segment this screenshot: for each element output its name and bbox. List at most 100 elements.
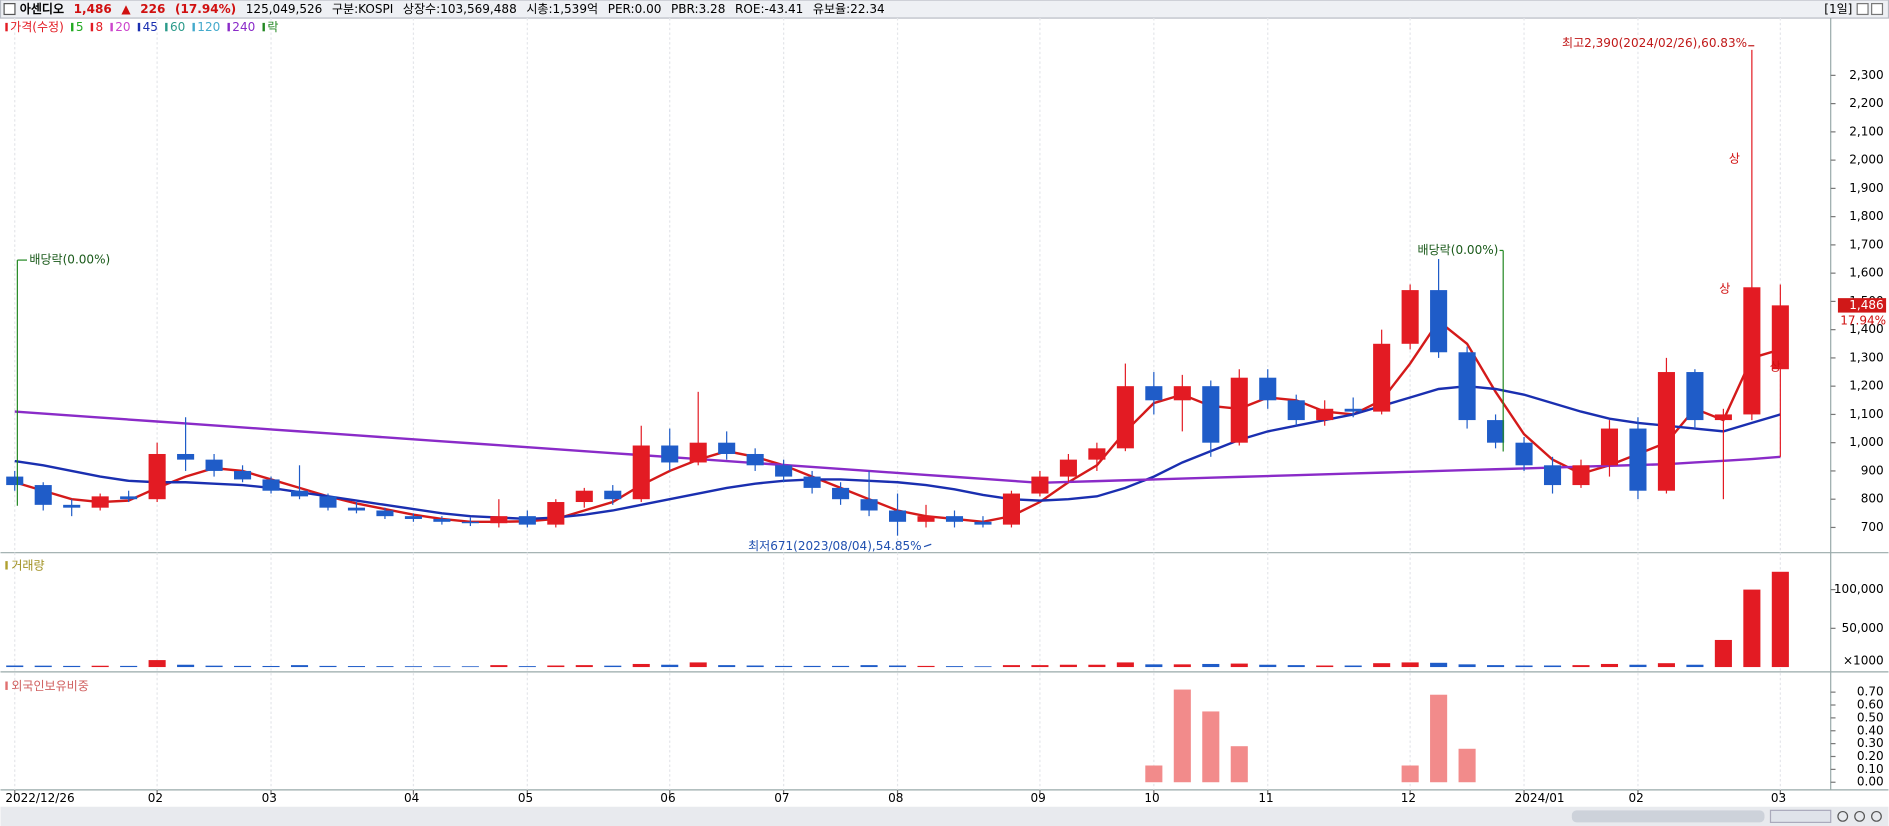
legend-swatch bbox=[90, 22, 94, 32]
header-text: PBR:3.28 bbox=[671, 2, 725, 16]
bar bbox=[1031, 665, 1049, 668]
scroll-thumb[interactable] bbox=[1571, 810, 1765, 823]
zoom-in[interactable] bbox=[1871, 810, 1882, 822]
bar bbox=[575, 665, 593, 668]
period-label: [1일] bbox=[1824, 2, 1852, 16]
candle-body bbox=[63, 504, 81, 508]
bar bbox=[775, 665, 793, 668]
window-button[interactable] bbox=[1856, 3, 1869, 16]
candle-body bbox=[1002, 493, 1020, 525]
bar bbox=[860, 665, 878, 668]
candle-body bbox=[1430, 290, 1448, 353]
header-text: (17.94%) bbox=[175, 2, 236, 16]
y-tick-label: 800 bbox=[1861, 492, 1884, 506]
candle-body bbox=[177, 453, 195, 460]
legend-swatch bbox=[262, 22, 265, 32]
candle-body bbox=[1373, 343, 1391, 412]
y-tick-label: 1,800 bbox=[1849, 209, 1883, 223]
bar bbox=[1743, 589, 1761, 668]
bar bbox=[1401, 765, 1419, 783]
close-button[interactable] bbox=[1871, 3, 1884, 16]
bar bbox=[205, 665, 223, 668]
bar bbox=[91, 665, 109, 668]
y-tick-label: 0.20 bbox=[1857, 749, 1884, 763]
y-tick-label: 2,300 bbox=[1849, 68, 1883, 82]
bar bbox=[404, 666, 422, 668]
candle-body bbox=[1287, 400, 1305, 421]
x-tick-label: 2022/12/26 bbox=[5, 791, 74, 805]
header-text: 125,049,526 bbox=[246, 2, 323, 16]
candle-body bbox=[689, 442, 707, 463]
candle-body bbox=[974, 521, 992, 525]
zoom-reset[interactable] bbox=[1854, 810, 1866, 822]
annotation-high: 최고2,390(2024/02/26),60.83% bbox=[1562, 36, 1747, 50]
header-text: 시총:1,539억 bbox=[526, 2, 598, 16]
scrollbar[interactable] bbox=[0, 806, 1889, 826]
bar bbox=[888, 665, 907, 668]
y-tick-label: 900 bbox=[1861, 463, 1884, 477]
candle-body bbox=[1401, 290, 1419, 344]
candle-body bbox=[1031, 476, 1049, 494]
candle-body bbox=[1743, 287, 1761, 415]
y-tick-label: 100,000 bbox=[1834, 582, 1884, 596]
zoom-out[interactable] bbox=[1837, 810, 1849, 822]
candle-body bbox=[888, 510, 907, 522]
candle-body bbox=[290, 490, 309, 497]
bar bbox=[974, 666, 992, 668]
candle-body bbox=[262, 479, 280, 491]
bar bbox=[518, 666, 536, 668]
bar bbox=[1629, 664, 1647, 668]
bar bbox=[177, 664, 195, 668]
candle-body bbox=[1629, 428, 1647, 491]
bar bbox=[746, 665, 764, 668]
legend-label: 20 bbox=[115, 20, 130, 34]
y-tick-label: 0.50 bbox=[1857, 710, 1884, 724]
candle-body bbox=[1230, 377, 1248, 443]
bar bbox=[6, 665, 24, 668]
bar bbox=[1145, 765, 1163, 783]
legend-label: 120 bbox=[197, 20, 220, 34]
candle-body bbox=[1202, 386, 1220, 443]
header-text: 유보율:22.34 bbox=[813, 2, 885, 16]
bar bbox=[1287, 665, 1305, 668]
candle-body bbox=[1316, 408, 1334, 421]
candle-body bbox=[347, 507, 366, 511]
y-tick-label: 1,600 bbox=[1849, 266, 1883, 280]
bar bbox=[347, 666, 366, 668]
candle-body bbox=[148, 453, 166, 500]
y-tick-label: 1,300 bbox=[1849, 350, 1883, 364]
x-tick-label: 06 bbox=[660, 791, 675, 805]
last-price-label: 1,486 bbox=[1849, 298, 1883, 312]
candle-body bbox=[803, 476, 821, 488]
candle-body bbox=[1515, 442, 1533, 466]
panel-swatch bbox=[5, 561, 8, 570]
y-tick-label: 0.10 bbox=[1857, 762, 1884, 776]
bar bbox=[1430, 694, 1448, 783]
candle-body bbox=[234, 470, 252, 480]
legend-swatch bbox=[192, 22, 195, 32]
header-text: 구분:KOSPI bbox=[332, 2, 393, 16]
y-tick-label: 1,200 bbox=[1849, 379, 1883, 393]
y-tick-label: 50,000 bbox=[1842, 621, 1884, 635]
x-tick-label: 11 bbox=[1258, 791, 1273, 805]
checkbox[interactable] bbox=[3, 3, 16, 16]
panel-title: 외국인보유비중 bbox=[11, 679, 88, 693]
candle-body bbox=[945, 516, 964, 522]
candle-body bbox=[1487, 420, 1505, 443]
bar bbox=[376, 666, 394, 668]
unit-label: ×1000 bbox=[1843, 654, 1884, 668]
annotation-low: 최저671(2023/08/04),54.85% bbox=[748, 539, 922, 553]
legend-label: 45 bbox=[143, 20, 158, 34]
bar bbox=[917, 665, 935, 668]
bar bbox=[1515, 665, 1533, 668]
candle-body bbox=[917, 516, 935, 522]
last-price-box bbox=[1837, 298, 1887, 313]
bar bbox=[632, 663, 650, 668]
candle-body bbox=[832, 487, 850, 500]
y-tick-label: 0.30 bbox=[1857, 736, 1884, 750]
bar bbox=[547, 665, 565, 668]
bar bbox=[433, 666, 451, 668]
zoom-slider[interactable] bbox=[1769, 809, 1832, 823]
